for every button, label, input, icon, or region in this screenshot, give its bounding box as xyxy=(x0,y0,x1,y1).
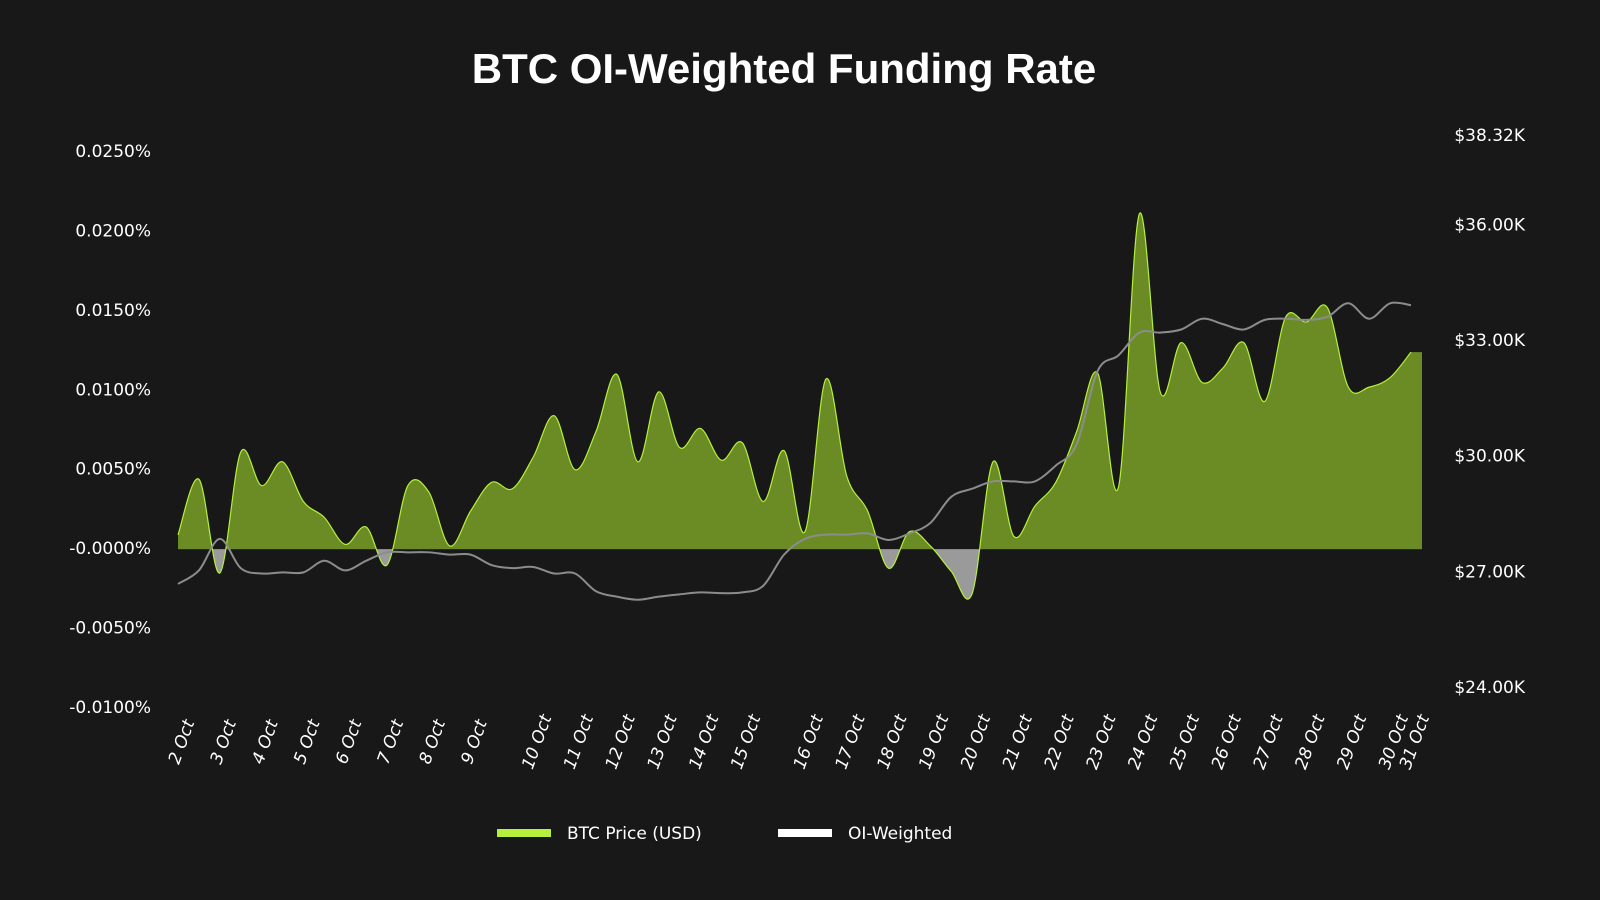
y-tick-label: -0.0050% xyxy=(69,619,151,639)
price-line xyxy=(177,301,1412,601)
y-tick-label: 0.0100% xyxy=(75,380,151,400)
funding-area xyxy=(178,212,1422,600)
y2-tick-label: $30.00K xyxy=(1454,447,1525,467)
y2-tick-label: $36.00K xyxy=(1454,215,1525,235)
y2-tick-label: $27.00K xyxy=(1454,562,1525,582)
legend-swatch xyxy=(497,829,551,837)
y2-tick-label: $24.00K xyxy=(1454,678,1525,698)
y-tick-label: 0.0050% xyxy=(75,460,151,480)
legend-label: OI-Weighted xyxy=(848,824,952,844)
legend-swatch xyxy=(778,829,832,837)
y2-tick-label: $38.32K xyxy=(1454,126,1525,146)
legend-label: BTC Price (USD) xyxy=(567,824,702,844)
chart-title: BTC OI-Weighted Funding Rate xyxy=(472,45,1097,92)
y-tick-label: 0.0250% xyxy=(75,142,151,162)
y-tick-label: -0.0000% xyxy=(69,539,151,559)
y-tick-label: -0.0100% xyxy=(69,698,151,718)
y-tick-label: 0.0200% xyxy=(75,221,151,241)
y2-tick-label: $33.00K xyxy=(1454,331,1525,351)
funding-line xyxy=(177,212,1412,600)
y-tick-label: 0.0150% xyxy=(75,301,151,321)
